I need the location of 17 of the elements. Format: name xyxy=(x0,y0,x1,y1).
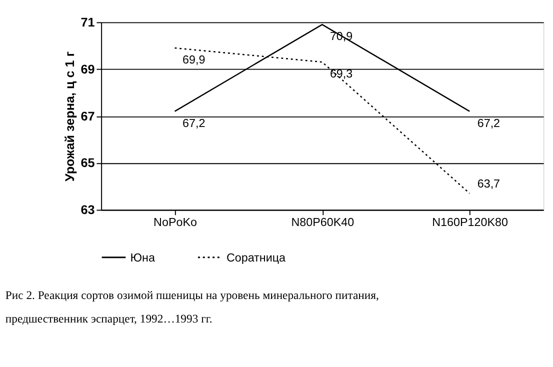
y-tick-label: 69 xyxy=(80,62,95,76)
legend-label: Соратница xyxy=(226,251,286,264)
x-tick-label: N160P120K80 xyxy=(432,216,508,229)
data-label: 67,2 xyxy=(477,116,500,130)
data-label: 63,7 xyxy=(477,178,500,191)
y-tick-label: 71 xyxy=(80,16,95,30)
x-tick-label: N80P60K40 xyxy=(291,216,355,229)
data-label: 69,3 xyxy=(330,68,353,81)
y-tick-label: 63 xyxy=(80,203,95,218)
y-tick-label: 67 xyxy=(80,109,95,124)
x-tick-label: NoPoKo xyxy=(154,216,197,229)
data-label: 67,2 xyxy=(182,116,206,130)
y-tick-label: 65 xyxy=(80,156,95,170)
legend-label: Юна xyxy=(130,251,156,264)
text: Рис 2. Реакция сортов озимой пшеницы на уровень минерального питания, предшественник эспарцет, 1992…1993 гг. xyxy=(5,289,379,326)
data-label: 69,9 xyxy=(182,54,206,67)
y-axis-title: Урожай зерна, ц с 1 г xyxy=(62,51,77,182)
